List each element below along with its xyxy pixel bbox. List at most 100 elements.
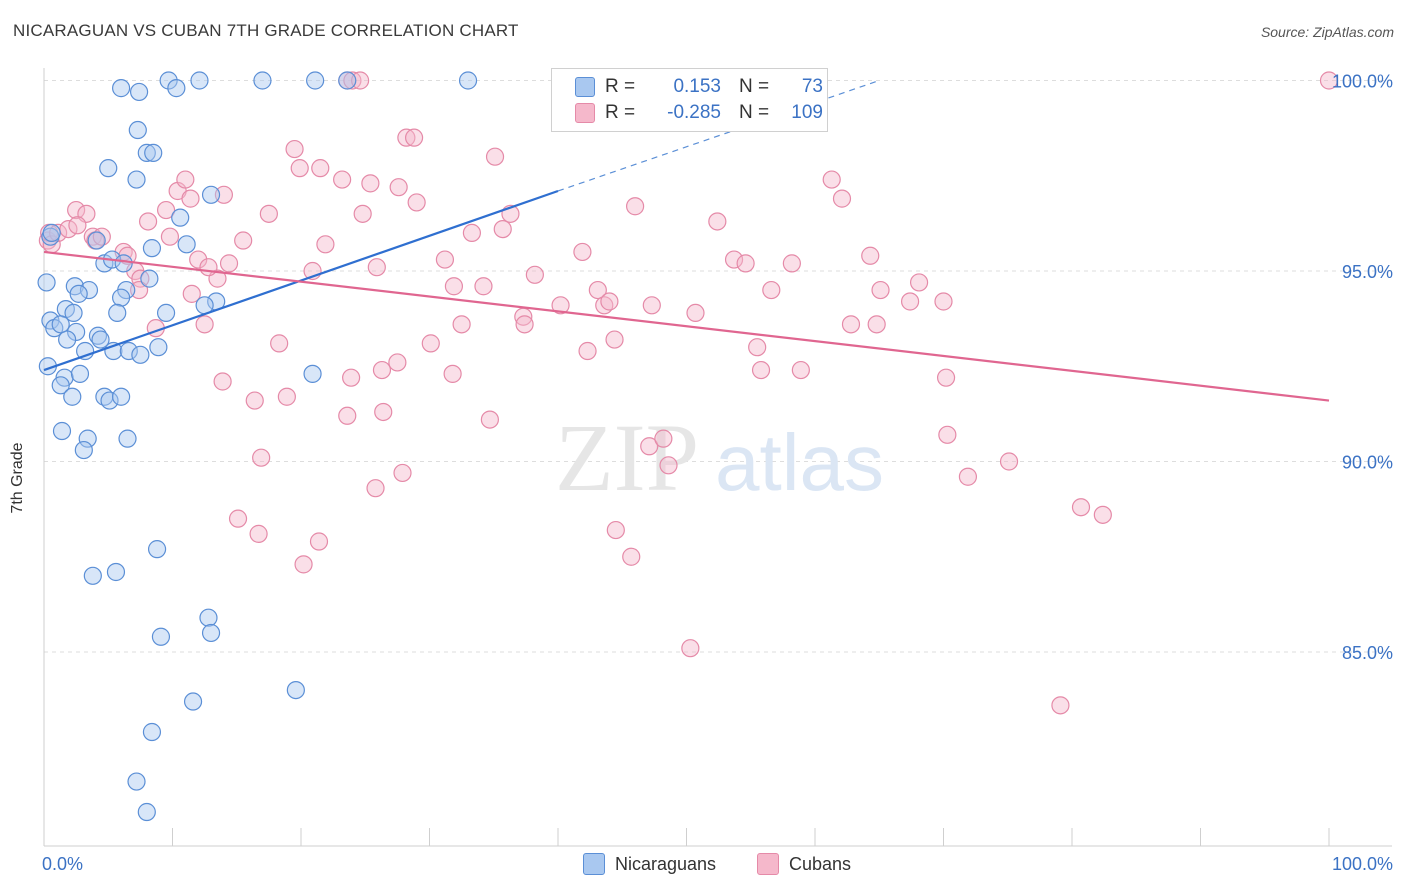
cuban-point xyxy=(182,284,201,303)
cuban-point xyxy=(525,265,544,284)
nicaraguans-trend-extension xyxy=(557,79,880,192)
axes xyxy=(43,68,1392,847)
grid-lines xyxy=(44,80,1392,653)
series-legend: Nicaraguans Cubans xyxy=(0,851,1406,877)
cuban-point xyxy=(213,372,232,391)
cuban-point xyxy=(867,315,886,334)
nicaraguan-point xyxy=(127,170,146,189)
cuban-point xyxy=(249,524,268,543)
cuban-point xyxy=(622,547,641,566)
legend-r-label: R = xyxy=(605,76,636,97)
nicaraguan-point xyxy=(87,231,106,250)
nicaraguan-point xyxy=(303,364,322,383)
cuban-point xyxy=(832,189,852,208)
cuban-point xyxy=(841,315,861,334)
y-tick-label: 100.0% xyxy=(1332,72,1393,92)
nicaraguan-point xyxy=(147,540,167,559)
cuban-point xyxy=(361,174,380,193)
nicaraguan-point xyxy=(74,440,93,460)
watermark-zip: ZIP xyxy=(555,404,699,511)
nicaraguan-point xyxy=(190,71,209,90)
cuban-point xyxy=(443,364,462,383)
nicaraguan-point xyxy=(100,391,119,410)
cuban-point xyxy=(625,197,645,216)
cuban-point xyxy=(861,246,880,265)
cuban-point xyxy=(938,425,957,444)
legend-swatch-pink xyxy=(575,103,595,123)
cuban-point xyxy=(1071,498,1091,517)
cuban-point xyxy=(999,452,1019,471)
legend-item-cubans: Cubans xyxy=(757,853,851,875)
cuban-point xyxy=(199,258,218,277)
nicaraguan-point xyxy=(338,71,357,90)
cuban-point xyxy=(333,170,352,189)
nicaraguan-point xyxy=(159,71,178,90)
cuban-point xyxy=(367,258,386,277)
legend-n-label: N = xyxy=(739,76,770,97)
nicaraguan-point xyxy=(128,120,147,140)
cuban-point xyxy=(480,410,499,429)
nicaraguan-point xyxy=(64,303,83,323)
cuban-point xyxy=(389,178,408,197)
cuban-point xyxy=(353,204,372,223)
nicaraguan-point xyxy=(171,208,190,227)
cuban-point xyxy=(270,334,289,353)
nicaraguan-point xyxy=(127,772,146,791)
y-tick-label: 90.0% xyxy=(1342,453,1393,473)
nicaraguan-point xyxy=(108,303,127,323)
cuban-point xyxy=(782,254,801,273)
cuban-point xyxy=(311,159,330,178)
nicaraguan-point xyxy=(144,143,163,162)
cuban-point xyxy=(435,250,455,269)
nicaraguan-point xyxy=(183,692,203,711)
cuban-point xyxy=(600,292,619,311)
cuban-point xyxy=(934,292,953,311)
legend-n-value: 73 xyxy=(801,76,823,97)
x-tick-label: 100.0% xyxy=(1332,854,1393,874)
cuban-point xyxy=(515,315,534,334)
nicaraguan-point xyxy=(156,303,176,323)
cuban-point xyxy=(245,391,264,410)
cuban-point xyxy=(277,387,296,406)
cuban-point xyxy=(309,532,329,551)
nicaraguan-point xyxy=(52,421,72,441)
cuban-point xyxy=(736,254,755,273)
cubans-trend-line xyxy=(43,250,1330,402)
nicaraguan-point xyxy=(201,185,221,204)
nicaraguan-point xyxy=(129,82,149,102)
chart-title: NICARAGUAN VS CUBAN 7TH GRADE CORRELATIO… xyxy=(13,21,519,40)
cuban-point xyxy=(338,406,357,425)
nicaraguan-point xyxy=(201,623,221,643)
cuban-point xyxy=(67,200,86,220)
cuban-point xyxy=(393,463,412,483)
nicaraguan-point xyxy=(91,330,110,349)
cuban-point xyxy=(138,212,158,231)
watermark-atlas: atlas xyxy=(715,418,884,507)
cuban-point xyxy=(1319,71,1339,90)
cuban-point xyxy=(397,128,416,147)
nicaraguans-points xyxy=(37,71,478,822)
y-tick-label: 85.0% xyxy=(1342,643,1393,663)
cuban-point xyxy=(252,448,271,467)
cuban-point xyxy=(654,429,673,448)
cuban-point xyxy=(316,235,335,254)
cuban-point xyxy=(388,353,407,372)
y-tick-label: 95.0% xyxy=(1342,262,1393,282)
nicaraguan-point xyxy=(142,722,162,742)
legend-n-label: N = xyxy=(739,102,770,123)
nicaraguan-point xyxy=(79,280,99,300)
nicaraguan-point xyxy=(69,284,88,303)
cuban-point xyxy=(791,360,810,380)
nicaraguan-point xyxy=(137,802,156,822)
cuban-point xyxy=(351,71,370,90)
cuban-point xyxy=(493,219,512,239)
cuban-point xyxy=(452,315,471,334)
cuban-point xyxy=(290,159,309,178)
nicaraguan-point xyxy=(70,364,90,383)
cuban-point xyxy=(189,250,208,269)
cuban-point xyxy=(871,280,890,300)
legend-row-nicaraguans: R = 0.153 N = 73 xyxy=(552,74,823,100)
nicaraguan-point xyxy=(111,288,131,307)
cuban-point xyxy=(259,204,278,223)
